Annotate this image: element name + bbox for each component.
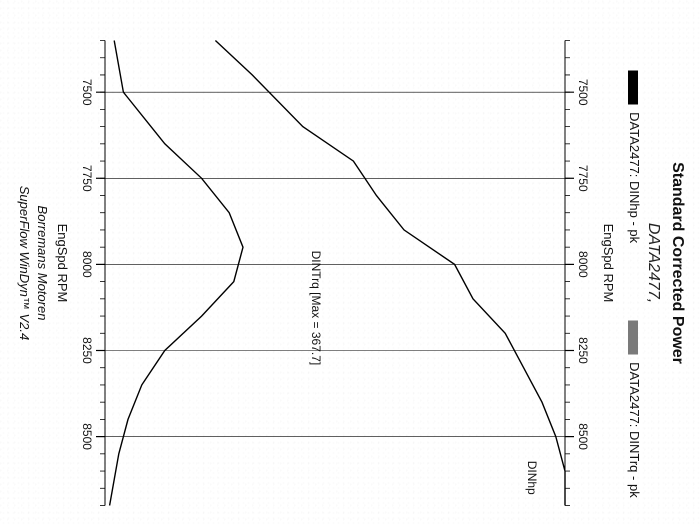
svg-text:8250: 8250: [576, 337, 590, 364]
svg-text:8500: 8500: [80, 423, 94, 450]
footer-line1: Borremans Motoren: [35, 0, 50, 525]
svg-text:DINTrq [Max = 367.7]: DINTrq [Max = 367.7]: [309, 250, 323, 365]
svg-text:8000: 8000: [80, 251, 94, 278]
x-axis-label-bottom: EngSpd RPM: [55, 0, 70, 525]
svg-text:7500: 7500: [80, 78, 94, 105]
dyno-chart: Standard Corrected Power DATA2477, DATA2…: [0, 0, 700, 525]
svg-text:8000: 8000: [576, 251, 590, 278]
footer-line2: SuperFlow WinDyn™ V2.4: [17, 0, 32, 525]
rotated-page: Standard Corrected Power DATA2477, DATA2…: [0, 0, 700, 525]
svg-text:8250: 8250: [80, 337, 94, 364]
svg-text:7500: 7500: [576, 78, 590, 105]
svg-text:7750: 7750: [80, 164, 94, 191]
svg-text:7750: 7750: [576, 164, 590, 191]
svg-text:8500: 8500: [576, 423, 590, 450]
svg-text:DINhp: DINhp: [525, 460, 539, 494]
plot-svg: 7500 7500 7750 7750 8000 8000 8250 8250 8500 8500…: [0, 0, 700, 525]
